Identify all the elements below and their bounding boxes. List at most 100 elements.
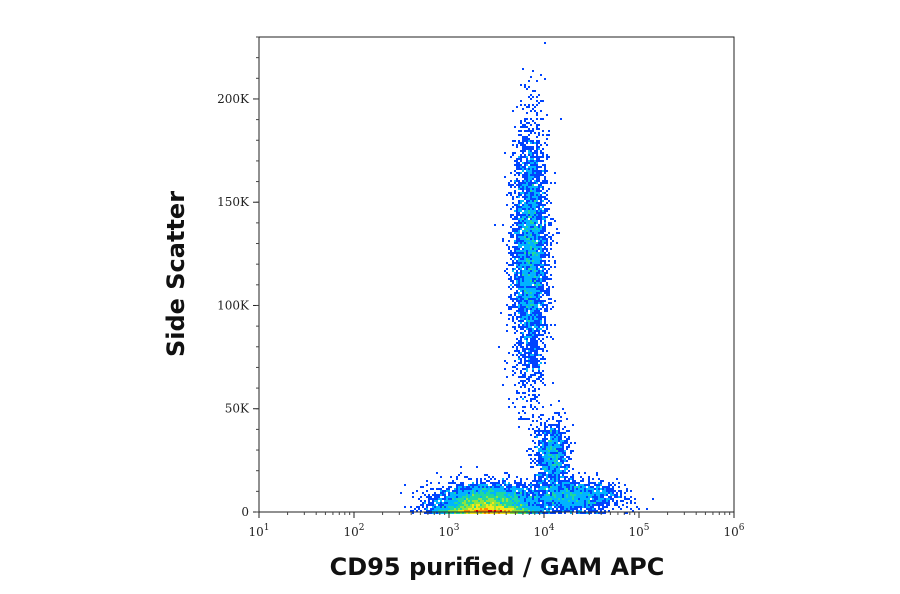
scatter-point xyxy=(574,502,576,504)
scatter-point xyxy=(558,448,560,450)
scatter-point xyxy=(476,482,478,484)
scatter-point xyxy=(558,424,560,426)
scatter-point xyxy=(556,492,558,494)
scatter-point xyxy=(538,488,540,490)
scatter-point xyxy=(534,270,536,272)
scatter-point xyxy=(518,294,520,296)
scatter-point xyxy=(598,486,600,488)
scatter-point xyxy=(526,238,528,240)
scatter-point xyxy=(524,336,526,338)
scatter-point xyxy=(536,300,538,302)
scatter-point xyxy=(512,206,514,208)
scatter-point xyxy=(552,454,554,456)
scatter-point xyxy=(524,310,526,312)
scatter-point xyxy=(576,508,578,510)
scatter-point xyxy=(528,344,530,346)
scatter-point xyxy=(520,252,522,254)
scatter-point xyxy=(510,512,512,514)
scatter-point xyxy=(484,488,486,490)
scatter-point xyxy=(544,304,546,306)
scatter-point xyxy=(432,488,434,490)
scatter-point xyxy=(596,498,598,500)
scatter-point xyxy=(538,252,540,254)
scatter-point xyxy=(462,510,464,512)
scatter-point xyxy=(526,300,528,302)
scatter-point xyxy=(520,482,522,484)
scatter-point xyxy=(556,426,558,428)
scatter-point xyxy=(466,504,468,506)
scatter-point xyxy=(516,282,518,284)
scatter-point xyxy=(546,510,548,512)
scatter-point xyxy=(464,488,466,490)
scatter-point xyxy=(532,302,534,304)
scatter-point xyxy=(530,264,532,266)
scatter-point xyxy=(594,498,596,500)
scatter-point xyxy=(474,492,476,494)
scatter-point xyxy=(538,500,540,502)
scatter-point xyxy=(540,174,542,176)
scatter-point xyxy=(534,244,536,246)
scatter-point xyxy=(550,450,552,452)
scatter-point xyxy=(540,166,542,168)
scatter-point xyxy=(456,484,458,486)
scatter-point xyxy=(538,460,540,462)
scatter-point xyxy=(524,248,526,250)
scatter-point xyxy=(544,346,546,348)
scatter-point xyxy=(452,480,454,482)
scatter-point xyxy=(496,512,498,514)
scatter-point xyxy=(532,158,534,160)
scatter-point xyxy=(570,482,572,484)
scatter-point xyxy=(538,450,540,452)
scatter-point xyxy=(534,202,536,204)
scatter-point xyxy=(524,304,526,306)
scatter-point xyxy=(464,506,466,508)
scatter-point xyxy=(554,468,556,470)
scatter-point xyxy=(538,232,540,234)
scatter-point xyxy=(552,240,554,242)
scatter-point xyxy=(574,508,576,510)
scatter-point xyxy=(566,500,568,502)
scatter-point xyxy=(536,436,538,438)
scatter-point xyxy=(582,490,584,492)
scatter-point xyxy=(518,284,520,286)
scatter-point xyxy=(486,490,488,492)
scatter-point xyxy=(542,242,544,244)
scatter-point xyxy=(532,224,534,226)
scatter-point xyxy=(600,502,602,504)
scatter-point xyxy=(520,304,522,306)
scatter-point xyxy=(562,504,564,506)
scatter-point xyxy=(536,146,538,148)
scatter-point xyxy=(538,276,540,278)
scatter-point xyxy=(582,484,584,486)
scatter-point xyxy=(530,204,532,206)
scatter-point xyxy=(568,490,570,492)
scatter-point xyxy=(530,198,532,200)
scatter-point xyxy=(528,228,530,230)
scatter-point xyxy=(564,500,566,502)
scatter-point xyxy=(560,458,562,460)
scatter-point xyxy=(528,496,530,498)
scatter-point xyxy=(554,498,556,500)
scatter-point xyxy=(612,508,614,510)
scatter-point xyxy=(482,504,484,506)
scatter-point xyxy=(540,488,542,490)
scatter-point xyxy=(572,494,574,496)
scatter-point xyxy=(544,42,546,44)
scatter-point xyxy=(438,508,440,510)
scatter-point xyxy=(526,500,528,502)
scatter-point xyxy=(536,288,538,290)
scatter-point xyxy=(584,472,586,474)
scatter-point xyxy=(530,326,532,328)
scatter-point xyxy=(426,510,428,512)
scatter-point xyxy=(532,194,534,196)
scatter-point xyxy=(594,502,596,504)
scatter-point xyxy=(540,316,542,318)
scatter-point xyxy=(528,298,530,300)
scatter-point xyxy=(532,450,534,452)
scatter-point xyxy=(552,452,554,454)
scatter-point xyxy=(540,322,542,324)
scatter-point xyxy=(538,512,540,514)
scatter-point xyxy=(566,502,568,504)
scatter-point xyxy=(562,494,564,496)
scatter-point xyxy=(448,482,450,484)
